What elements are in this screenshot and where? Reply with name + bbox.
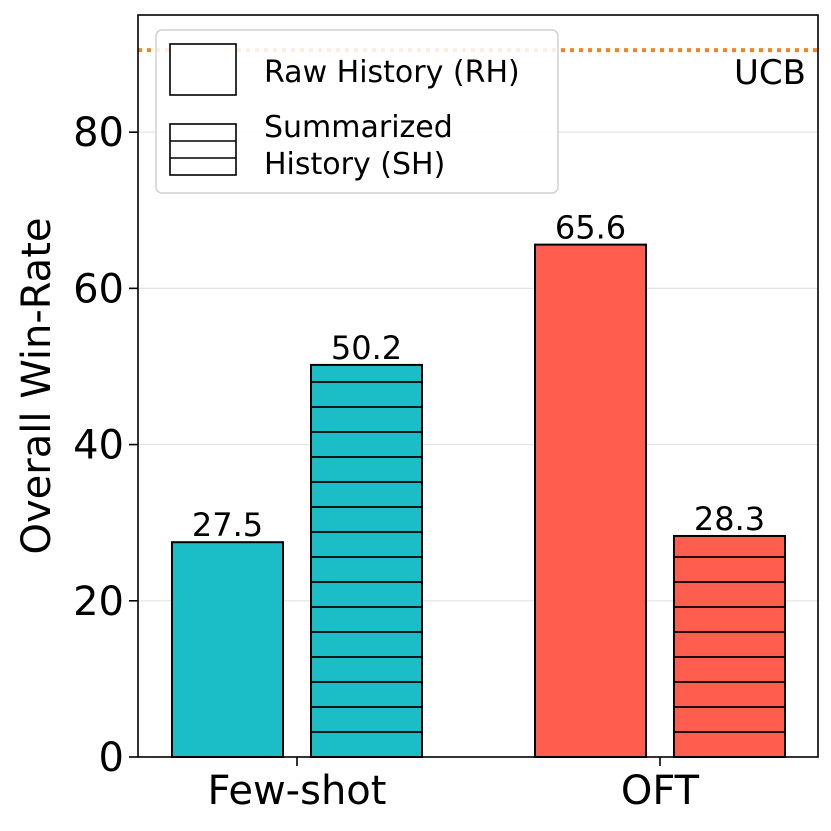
legend-label-summarized-line-2: History (SH) xyxy=(264,147,445,182)
legend: Raw History (RH) Summarized History (SH) xyxy=(155,29,559,194)
bar-oft-summarized-history xyxy=(673,534,786,758)
bar-few-shot-summarized-history xyxy=(310,363,423,758)
legend-swatch-summarized-history xyxy=(169,123,237,176)
y-tick-label: 0 xyxy=(99,735,124,781)
y-tick-label: 60 xyxy=(73,266,124,312)
bar-oft-raw-history xyxy=(534,243,647,759)
data-label: 50.2 xyxy=(331,329,402,367)
legend-label-raw-history: Raw History (RH) xyxy=(264,55,520,90)
y-tick-label: 80 xyxy=(73,110,124,156)
x-category-label: OFT xyxy=(621,768,700,814)
data-label: 65.6 xyxy=(555,209,626,247)
axes: 0 20 40 60 80 Few-shot OFT xyxy=(73,110,700,814)
plot-frame xyxy=(137,14,819,758)
y-tick-label: 20 xyxy=(73,579,124,625)
data-label: 28.3 xyxy=(694,500,765,538)
ucb-label: UCB xyxy=(734,53,806,93)
y-tick-label: 40 xyxy=(73,423,124,469)
legend-frame xyxy=(155,29,559,194)
x-category-label: Few-shot xyxy=(208,768,387,814)
bars: 27.5 50.2 65.6 28.3 xyxy=(171,209,786,759)
data-label: 27.5 xyxy=(192,506,263,544)
legend-swatch-raw-history xyxy=(169,43,237,96)
bar-few-shot-raw-history xyxy=(171,541,284,758)
legend-label-summarized-line-1: Summarized xyxy=(264,110,453,145)
y-axis-label: Overall Win-Rate xyxy=(14,218,60,555)
legend-label-summarized-history: Summarized History (SH) xyxy=(264,110,462,182)
